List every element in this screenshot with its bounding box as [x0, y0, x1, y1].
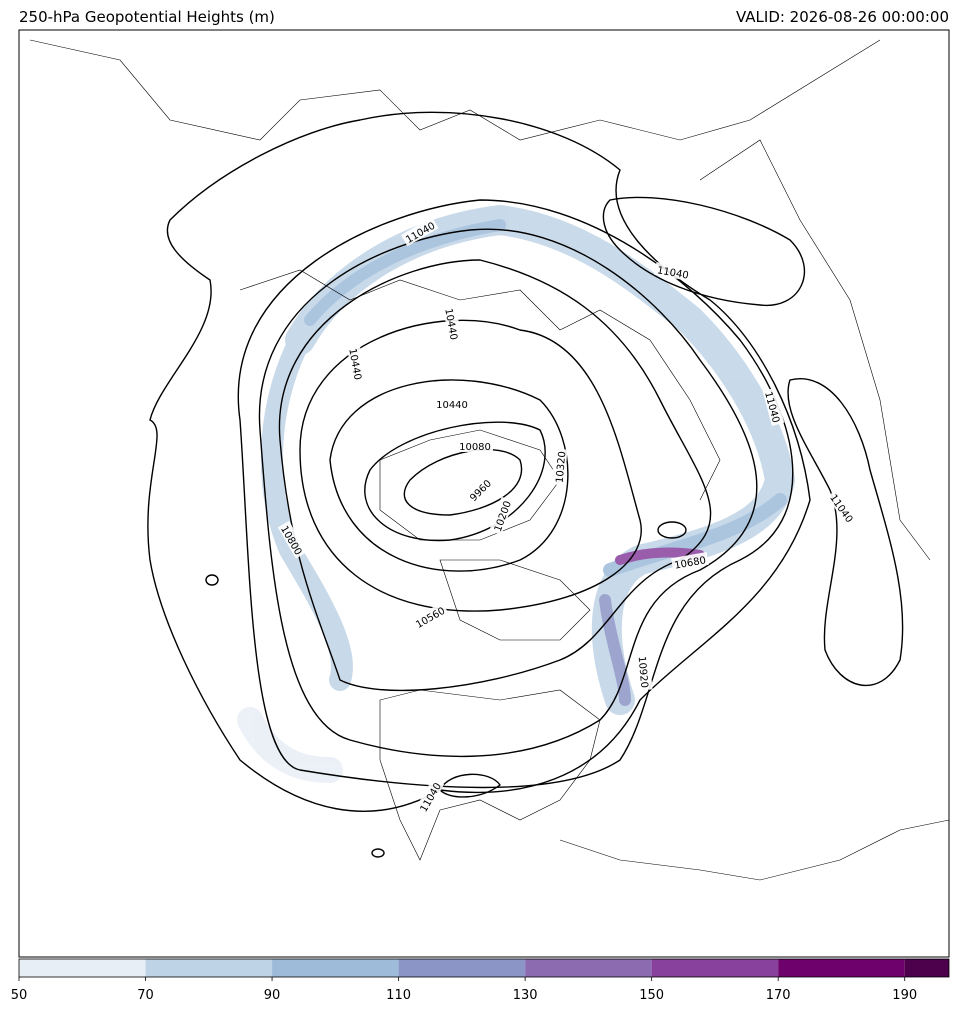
contour-label: 10440 [346, 348, 362, 381]
colorbar-tick-label: 90 [264, 988, 281, 1003]
colorbar-bin [272, 959, 399, 977]
contour-label-bg [489, 496, 514, 535]
colorbar-tick-label: 70 [137, 988, 154, 1003]
colorbar-bin [651, 959, 779, 977]
contour-label-bg [462, 472, 497, 507]
colorbar-bin [778, 959, 905, 977]
contour-label-bg [551, 448, 568, 486]
colorbar-frame [18, 958, 950, 978]
colorbar: 50 70 90 110 130 150 170 190 [11, 958, 950, 1003]
colorbar-bin [525, 959, 652, 977]
contour-label-bg [671, 551, 709, 572]
contour-label: 10320 [555, 451, 569, 484]
height-contours [147, 111, 904, 858]
map-frame [18, 29, 950, 958]
contour-label-bg [654, 261, 692, 282]
colorbar-tick-label: 130 [513, 988, 538, 1003]
colorbar-bin [398, 959, 526, 977]
coastlines [29, 39, 950, 881]
contour-label-bg [442, 305, 463, 343]
contour-label-bg [400, 216, 439, 247]
wind-shading [237, 205, 795, 783]
colorbar-bin [19, 959, 146, 977]
contour-label-bg [762, 387, 785, 426]
contour-label-bg [457, 439, 493, 452]
contour-label: 10440 [436, 400, 468, 411]
valid-time: VALID: 2026-08-26 00:00:00 [736, 8, 949, 26]
colorbar-tick-label: 190 [892, 988, 917, 1003]
map-title: 250-hPa Geopotential Heights (m) [19, 8, 275, 26]
colorbar-bin [904, 959, 949, 977]
contour-label-bg [434, 397, 470, 410]
contour-label-bg [636, 653, 653, 691]
colorbar-tick-label: 50 [11, 988, 28, 1003]
contour-label-bg [346, 345, 367, 383]
contour-label: 11040 [656, 265, 689, 281]
colorbar-tick-label: 110 [386, 988, 411, 1003]
map-area: 1104011040110401104010440104401044010080… [18, 29, 950, 958]
contour-label-bg [414, 777, 445, 816]
colorbar-bin [145, 959, 273, 977]
contour-label-bg [277, 520, 308, 559]
contour-label: 10680 [674, 555, 707, 571]
contour-label-bg [410, 601, 449, 632]
contour-label-bg [826, 489, 859, 527]
colorbar-tick-label: 150 [639, 988, 664, 1003]
contour-label: 10440 [442, 308, 458, 341]
contour-label: 10080 [459, 442, 491, 453]
contour-label: 10920 [636, 656, 650, 689]
colorbar-tick-label: 170 [766, 988, 791, 1003]
